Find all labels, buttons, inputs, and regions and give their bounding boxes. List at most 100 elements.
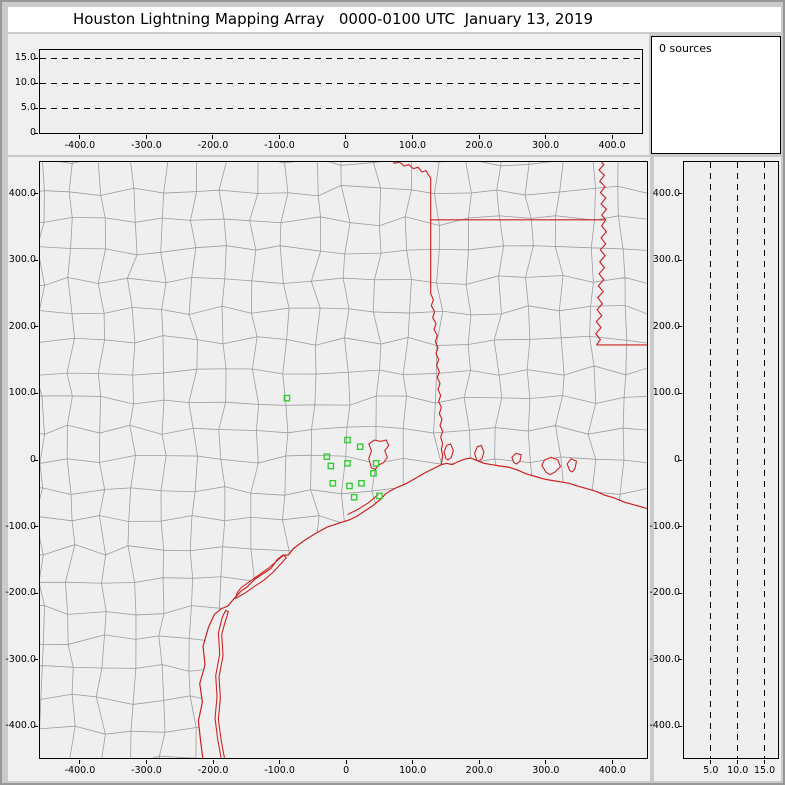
ns-x-tick <box>737 760 739 764</box>
ew-x-tick <box>345 135 347 139</box>
ns-y-tick-label: 200.0 <box>652 320 680 332</box>
ns-altitude-gridline <box>737 162 739 758</box>
lma-station-marker <box>344 436 351 444</box>
map-y-tick <box>34 725 38 727</box>
lma-station-marker <box>358 479 365 487</box>
lma-station-marker <box>344 460 351 467</box>
lma-station-marker <box>356 443 364 451</box>
map-geometry <box>3 125 689 783</box>
map-y-tick <box>34 326 38 328</box>
map-x-tick <box>611 760 613 764</box>
ew-y-tick <box>34 57 38 59</box>
sources-count-label: 0 sources <box>659 42 712 55</box>
title-bar: Houston Lightning Mapping Array 0000-010… <box>8 7 781 32</box>
ew-x-tick <box>611 135 613 139</box>
map-plot-box <box>3 125 689 783</box>
ns-altitude-gridline <box>710 162 712 758</box>
ns-x-tick-label: 15.0 <box>753 765 776 776</box>
ns-x-tick <box>710 760 712 764</box>
ew-y-tick-label: 15.0 <box>14 52 36 63</box>
ew-altitude-gridline <box>40 57 642 59</box>
map-x-tick-label: 300.0 <box>532 765 560 776</box>
map-y-tick <box>34 659 38 661</box>
ew-x-tick-label: -200.0 <box>197 140 229 151</box>
map-x-tick <box>79 760 81 764</box>
map-x-tick-label: 100.0 <box>399 765 427 776</box>
west-bay-shore <box>347 494 379 516</box>
map-x-tick-label: -200.0 <box>197 765 229 776</box>
ns-y-tick <box>678 725 682 727</box>
ns-y-tick-label: -300.0 <box>649 653 680 665</box>
lma-station-marker <box>323 453 331 460</box>
map-x-tick <box>412 760 414 764</box>
ns-y-tick <box>678 193 682 195</box>
lma-station-marker <box>350 493 358 501</box>
ew-x-tick-label: 0 <box>342 140 349 151</box>
lma-station-marker <box>370 469 377 477</box>
map-y-tick-label: -300.0 <box>5 653 36 665</box>
ew-x-tick-label: 300.0 <box>531 140 560 151</box>
map-x-tick-label: -100.0 <box>264 765 295 776</box>
ns-y-tick-label: 400.0 <box>652 187 680 199</box>
map-x-tick <box>345 760 347 764</box>
ew-x-tick-label: -400.0 <box>64 140 96 151</box>
ew-y-tick-label: 0 <box>29 127 36 138</box>
gulf-coastline <box>197 457 652 761</box>
ew-x-tick-label: 100.0 <box>398 140 427 151</box>
map-y-tick-label: 300.0 <box>8 254 36 266</box>
map-y-tick <box>34 459 38 461</box>
ns-y-tick-label: -200.0 <box>649 587 680 599</box>
ns-altitude-plot-box <box>683 161 779 759</box>
ew-altitude-plot-box <box>39 49 643 134</box>
lma-station-marker <box>346 482 353 490</box>
ew-x-tick <box>212 135 214 139</box>
ew-x-tick-label: -300.0 <box>131 140 162 151</box>
map-x-tick-label: -300.0 <box>131 765 162 776</box>
lma-station-marker <box>327 462 335 470</box>
coastal-lake <box>541 456 562 476</box>
ew-y-tick <box>34 82 38 84</box>
map-x-tick <box>212 760 214 764</box>
ew-x-tick <box>412 135 413 139</box>
lma-station-marker <box>329 479 337 487</box>
ns-y-tick-label: 100.0 <box>652 387 680 399</box>
map-y-tick-label: 100.0 <box>8 387 36 399</box>
ns-y-tick <box>678 259 682 261</box>
map-x-tick <box>478 760 480 764</box>
ew-y-tick-label: 10.0 <box>14 77 36 88</box>
map-y-tick-label: -200.0 <box>5 587 36 599</box>
ew-y-tick <box>34 132 38 134</box>
ns-y-tick <box>678 459 682 461</box>
map-y-tick <box>34 526 38 528</box>
lma-station-marker <box>283 394 291 402</box>
map-x-tick-label: 200.0 <box>465 765 493 776</box>
lma-station-marker <box>372 460 380 467</box>
coastal-lake <box>566 457 578 473</box>
map-y-tick-label: -100.0 <box>5 520 36 532</box>
ew-x-tick <box>478 135 480 139</box>
ew-y-tick-label: 5.0 <box>20 102 36 113</box>
ew-x-tick <box>545 135 547 139</box>
plot-title: Houston Lightning Mapping Array 0000-010… <box>72 10 594 28</box>
padre-island <box>214 609 229 762</box>
map-x-tick-label: 0 <box>343 765 350 776</box>
ew-x-tick-label: 400.0 <box>598 140 626 151</box>
map-y-tick-label: 200.0 <box>8 320 36 332</box>
ew-altitude-gridline <box>40 107 642 109</box>
map-x-tick-label: 400.0 <box>598 765 626 776</box>
map-y-tick-label: -400.0 <box>5 720 36 732</box>
map-x-tick <box>279 760 281 764</box>
ns-altitude-gridline <box>764 162 766 758</box>
map-y-tick-label: 0 <box>29 454 36 465</box>
map-y-tick <box>34 592 38 594</box>
ns-y-tick-label: 300.0 <box>652 254 680 266</box>
ew-x-tick-label: -100.0 <box>264 140 295 151</box>
ns-y-tick-label: -100.0 <box>649 520 680 532</box>
gulf-of-mexico-fill <box>198 458 651 761</box>
ew-altitude-gridline <box>40 82 642 84</box>
county-map <box>3 125 689 783</box>
ns-y-tick-label: -400.0 <box>649 720 680 732</box>
map-y-tick <box>34 392 38 394</box>
map-y-tick-label: 400.0 <box>8 187 36 199</box>
